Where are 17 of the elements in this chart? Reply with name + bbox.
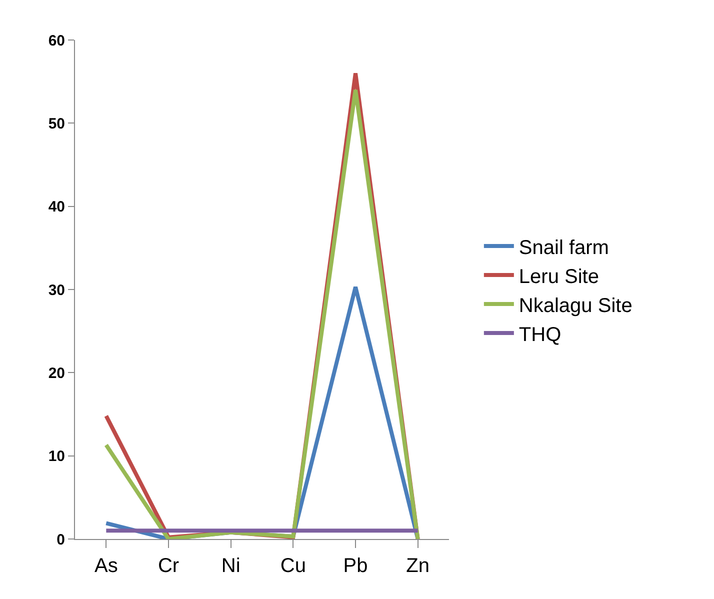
- legend-label: Nkalagu Site: [518, 294, 632, 317]
- y-tick-label: 0: [56, 531, 65, 548]
- x-tick-label: Pb: [343, 555, 368, 577]
- legend-label: THQ: [518, 324, 562, 346]
- x-tick-label: Cr: [158, 555, 180, 577]
- legend-label: Snail farm: [518, 236, 609, 259]
- x-tick-label: Zn: [406, 555, 430, 577]
- y-tick-label: 20: [48, 364, 65, 382]
- y-tick-label: 50: [48, 115, 65, 132]
- y-tick-label: 40: [48, 198, 65, 216]
- y-tick-label: 10: [48, 448, 65, 466]
- x-tick-label: Ni: [221, 555, 240, 577]
- legend-label: Leru Site: [518, 266, 599, 288]
- x-tick-label: As: [94, 555, 118, 577]
- x-tick-label: Cu: [280, 555, 306, 577]
- y-tick-label: 60: [48, 32, 65, 50]
- y-tick-label: 30: [48, 282, 65, 299]
